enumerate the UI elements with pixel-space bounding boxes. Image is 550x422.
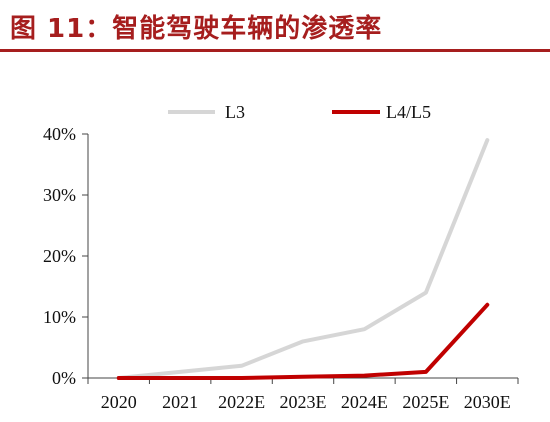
x-tick-label: 2022E — [218, 392, 265, 412]
title-rule — [0, 49, 550, 52]
legend-label: L4/L5 — [386, 102, 431, 122]
figure-title: 图 11：智能驾驶车辆的渗透率 — [10, 14, 383, 44]
x-tick-label: 2021 — [162, 392, 198, 412]
y-tick-label: 0% — [52, 368, 76, 388]
legend-label: L3 — [225, 102, 245, 122]
x-tick-label: 2020 — [101, 392, 137, 412]
x-tick-label: 2025E — [402, 392, 449, 412]
y-tick-label: 40% — [43, 124, 76, 144]
x-tick-label: 2024E — [341, 392, 388, 412]
y-tick-label: 20% — [43, 246, 76, 266]
series-line-l3 — [116, 138, 490, 380]
x-tick-label: 2030E — [464, 392, 511, 412]
y-tick-label: 10% — [43, 307, 76, 327]
y-tick-label: 30% — [43, 185, 76, 205]
x-tick-label: 2023E — [280, 392, 327, 412]
